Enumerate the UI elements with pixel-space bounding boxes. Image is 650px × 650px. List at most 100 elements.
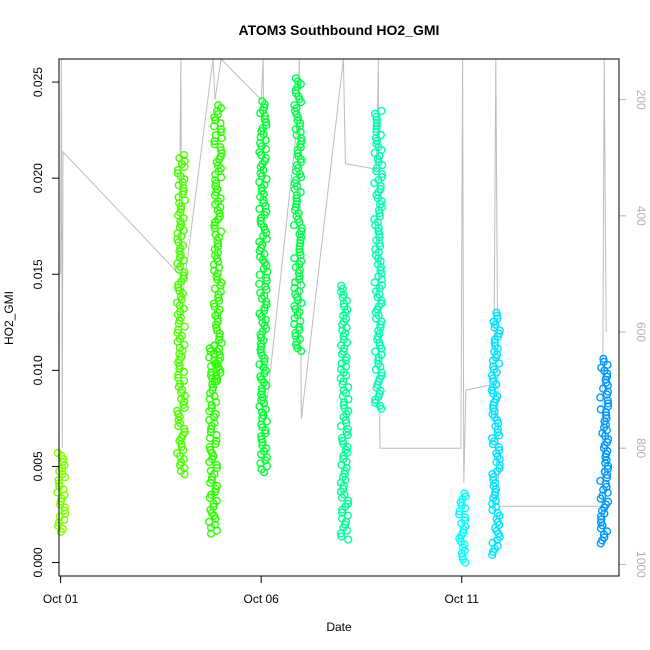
- series-column-3: [205, 341, 222, 538]
- data-point: [341, 416, 350, 425]
- data-point: [375, 209, 384, 218]
- chart-title: ATOM3 Southbound HO2_GMI: [239, 22, 440, 38]
- data-point: [205, 433, 215, 443]
- data-point: [460, 513, 470, 522]
- data-point: [296, 236, 305, 245]
- data-point: [56, 527, 66, 536]
- data-point: [494, 431, 504, 440]
- data-point: [377, 106, 386, 116]
- data-point: [489, 401, 498, 410]
- y2-tick-label: 800: [634, 438, 648, 458]
- data-point: [296, 98, 306, 107]
- data-point: [293, 146, 302, 155]
- pressure-trace-line: [60, 57, 607, 507]
- data-point: [260, 468, 269, 477]
- series-layer: [53, 74, 613, 567]
- data-point: [262, 234, 271, 244]
- data-point: [214, 239, 223, 248]
- data-point: [377, 344, 386, 353]
- data-point: [493, 311, 502, 320]
- data-point: [371, 347, 380, 356]
- data-point: [599, 354, 608, 363]
- data-point: [602, 473, 611, 483]
- y-tick-label: 0.020: [31, 163, 45, 193]
- series-column-7: [336, 281, 353, 544]
- data-point: [371, 395, 380, 404]
- data-point: [180, 470, 189, 479]
- data-point: [340, 398, 349, 407]
- data-point: [296, 119, 305, 128]
- data-point: [602, 470, 612, 480]
- data-point: [262, 118, 271, 127]
- series-column-2: [172, 151, 190, 479]
- data-point: [290, 221, 299, 230]
- data-point: [296, 251, 305, 260]
- data-point: [378, 170, 387, 179]
- y-tick-label: 0.000: [31, 547, 45, 577]
- data-point: [602, 390, 612, 399]
- x-tick-label: Oct 01: [43, 592, 79, 606]
- data-point: [596, 512, 606, 521]
- data-point: [212, 431, 221, 440]
- y-tick-label: 0.010: [31, 355, 45, 385]
- data-point: [210, 137, 219, 146]
- y2-tick-label: 1000: [634, 551, 648, 578]
- data-point: [176, 250, 185, 259]
- x-tick-label: Oct 11: [445, 592, 480, 606]
- data-point: [261, 145, 271, 154]
- data-point: [210, 122, 219, 131]
- data-point: [211, 484, 220, 494]
- data-point: [372, 112, 381, 122]
- data-point: [296, 239, 305, 248]
- series-column-5: [255, 97, 272, 477]
- data-point: [256, 339, 266, 348]
- data-point: [455, 507, 464, 516]
- data-point: [290, 254, 299, 263]
- y-tick-label: 0.005: [31, 451, 45, 481]
- data-point: [488, 550, 497, 560]
- data-point: [376, 263, 386, 272]
- data-point: [603, 396, 612, 405]
- data-point: [337, 532, 346, 541]
- data-point: [255, 270, 264, 279]
- x-tick-label: Oct 06: [243, 592, 279, 606]
- y2-tick-label: 600: [634, 322, 648, 342]
- pressure-trace-layer: [60, 57, 607, 507]
- data-point: [255, 204, 264, 214]
- data-point: [206, 425, 216, 434]
- data-point: [211, 514, 220, 523]
- data-point: [295, 242, 304, 251]
- data-point: [257, 384, 266, 393]
- data-point: [377, 404, 386, 413]
- data-point: [205, 457, 214, 467]
- data-point: [215, 365, 225, 375]
- data-point: [179, 184, 188, 193]
- data-point: [257, 213, 266, 223]
- data-point: [180, 322, 189, 331]
- data-point: [372, 115, 381, 125]
- data-point: [373, 380, 382, 389]
- data-point: [344, 535, 353, 544]
- y-tick-label: 0.025: [31, 67, 45, 97]
- data-point: [292, 194, 301, 203]
- data-point: [336, 529, 346, 538]
- data-point: [210, 224, 219, 233]
- data-point: [207, 529, 216, 538]
- data-point: [294, 323, 304, 332]
- data-point: [292, 338, 301, 347]
- plot-frame: [58, 58, 620, 577]
- data-point: [262, 273, 271, 282]
- data-point: [336, 422, 346, 431]
- data-point: [339, 299, 349, 308]
- data-point: [338, 505, 347, 514]
- data-point: [292, 191, 301, 200]
- data-point: [377, 275, 386, 284]
- x-axis-label: Date: [326, 620, 352, 634]
- data-point: [256, 216, 265, 226]
- data-point: [370, 278, 379, 287]
- data-point: [372, 164, 381, 173]
- data-point: [180, 403, 189, 413]
- data-point: [60, 506, 69, 515]
